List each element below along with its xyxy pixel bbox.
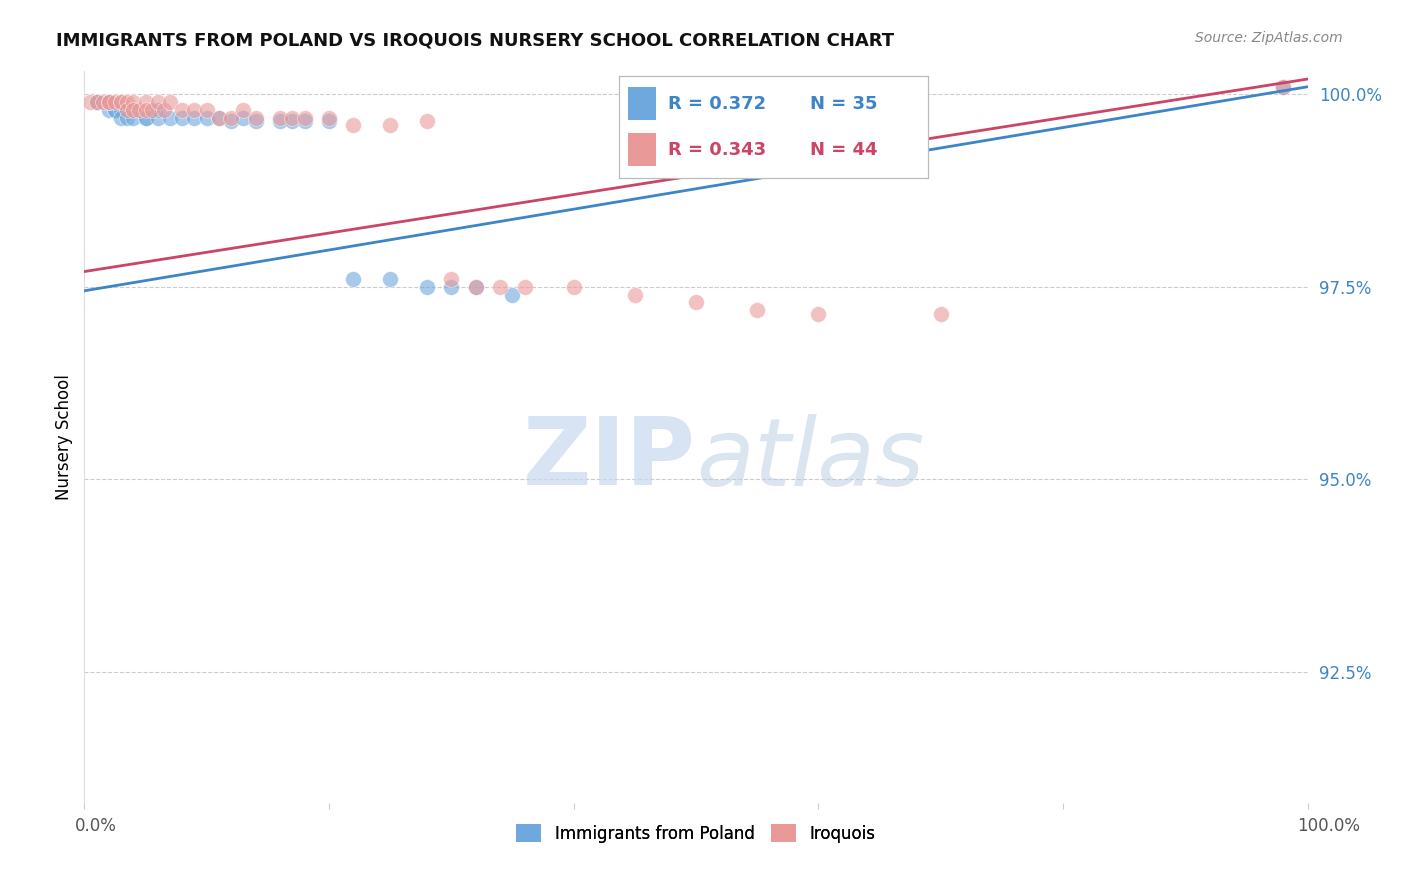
Point [440,280,463,294]
Point [1272,79,1295,94]
Point [110,103,132,117]
Point [172,103,194,117]
Point [115,95,138,110]
Point [122,111,145,125]
Point [146,103,169,117]
Point [86,95,108,110]
Point [110,111,132,125]
Point [269,111,291,125]
Point [97,95,120,110]
Point [104,103,127,117]
Point [86,95,108,110]
Point [318,111,340,125]
Point [281,111,304,125]
Point [269,114,291,128]
Point [135,111,157,125]
Point [122,103,145,117]
Point [562,280,585,294]
Point [97,95,120,110]
Point [195,103,218,117]
Point [513,280,536,294]
Point [86,95,108,110]
Point [440,272,463,286]
Point [380,118,402,132]
Point [153,103,176,117]
Point [97,103,120,117]
Point [929,307,952,321]
Point [146,111,169,125]
Point [416,280,439,294]
Text: Source: ZipAtlas.com: Source: ZipAtlas.com [1195,31,1343,45]
Point [232,103,254,117]
Point [115,103,138,117]
Point [135,111,157,125]
Text: R = 0.343: R = 0.343 [668,141,766,159]
Text: 100.0%: 100.0% [1298,817,1360,835]
Point [318,114,340,128]
Point [294,114,316,128]
Text: 0.0%: 0.0% [75,817,117,835]
Point [135,103,157,117]
Point [110,95,132,110]
Point [342,272,364,286]
Point [489,280,512,294]
Point [141,103,163,117]
Point [122,103,145,117]
Point [104,95,127,110]
Point [342,118,364,132]
Point [464,280,486,294]
Point [416,114,439,128]
Point [232,111,254,125]
Point [245,111,267,125]
Point [502,287,524,301]
Text: IMMIGRANTS FROM POLAND VS IROQUOIS NURSERY SCHOOL CORRELATION CHART: IMMIGRANTS FROM POLAND VS IROQUOIS NURSE… [56,31,894,49]
Y-axis label: Nursery School: Nursery School [55,374,73,500]
Point [159,95,181,110]
Point [245,114,267,128]
Point [208,111,231,125]
FancyBboxPatch shape [628,133,655,166]
Point [464,280,486,294]
Point [807,307,830,321]
Point [380,272,402,286]
Point [219,111,242,125]
Point [146,95,169,110]
Point [281,114,304,128]
Text: R = 0.372: R = 0.372 [668,95,766,112]
Point [219,114,242,128]
Point [97,95,120,110]
Point [97,95,120,110]
Point [747,303,769,318]
Point [79,95,101,110]
Text: N = 35: N = 35 [810,95,877,112]
Point [122,95,145,110]
Point [685,295,707,310]
Point [195,111,218,125]
Legend: Immigrants from Poland, Iroquois: Immigrants from Poland, Iroquois [510,818,882,849]
Point [128,103,150,117]
FancyBboxPatch shape [628,87,655,120]
Point [208,111,231,125]
Point [115,111,138,125]
Point [624,287,647,301]
Point [172,111,194,125]
Point [104,103,127,117]
Point [135,95,157,110]
Text: ZIP: ZIP [523,413,696,505]
Point [159,111,181,125]
Point [183,111,205,125]
Point [183,103,205,117]
Text: atlas: atlas [696,414,924,505]
Point [91,95,114,110]
Point [110,95,132,110]
Text: N = 44: N = 44 [810,141,877,159]
Point [1272,79,1295,94]
Point [294,111,316,125]
